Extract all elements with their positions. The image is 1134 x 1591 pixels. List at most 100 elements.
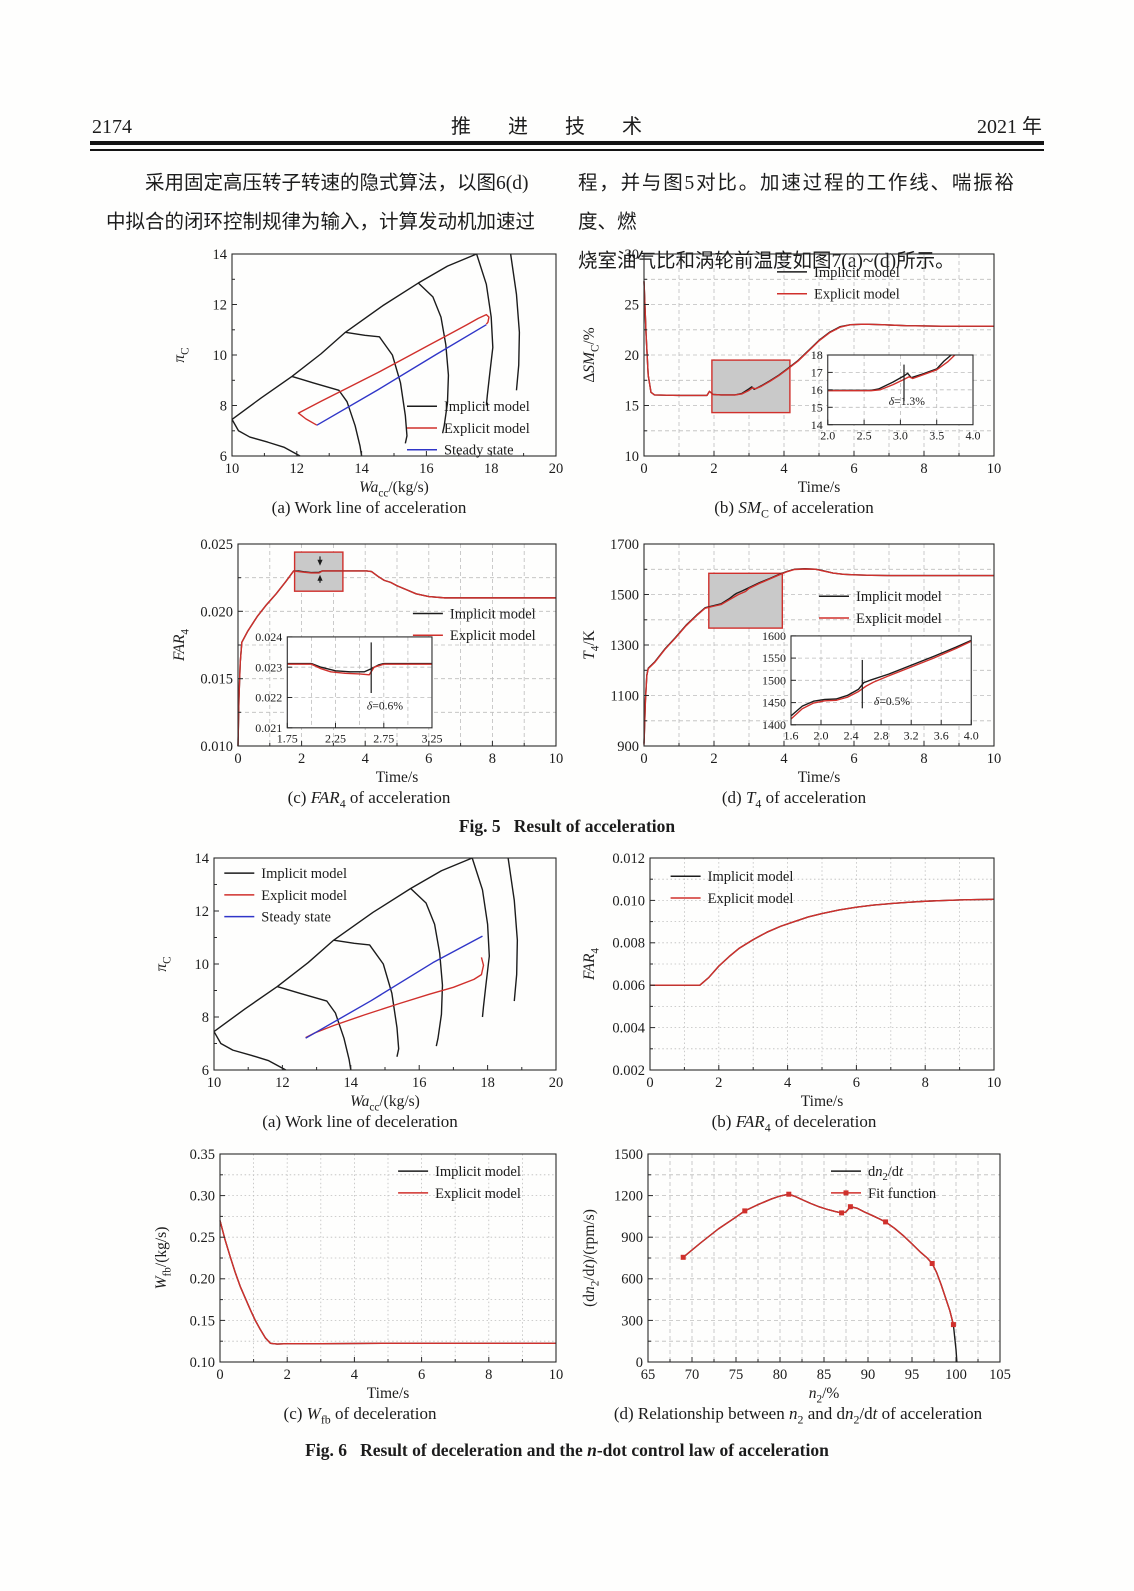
svg-text:6: 6	[220, 449, 227, 465]
svg-text:8: 8	[922, 1075, 929, 1091]
svg-text:0.010: 0.010	[200, 739, 233, 755]
svg-text:85: 85	[817, 1367, 832, 1383]
svg-text:3.0: 3.0	[893, 428, 908, 442]
svg-text:8: 8	[920, 461, 927, 477]
svg-text:Implicit model: Implicit model	[435, 1164, 521, 1180]
svg-text:0.002: 0.002	[612, 1063, 645, 1079]
svg-text:Explicit model: Explicit model	[708, 891, 794, 907]
svg-text:900: 900	[617, 739, 639, 755]
body-column-left: 采用固定高压转子转速的隐式算法，以图6(d) 中拟合的闭环控制规律为输入，计算发…	[106, 164, 536, 242]
body-text-line: 中拟合的闭环控制规律为输入，计算发动机加速过	[106, 212, 536, 233]
svg-text:0: 0	[646, 1075, 653, 1091]
body-text-line: 烧室油气比和涡轮前温度如图7(a)~(d)所示。	[578, 251, 955, 272]
figure6-caption: Fig. 6 Result of deceleration and the n-…	[305, 1440, 829, 1460]
body-column-right: 程，并与图5对比。加速过程的工作线、喘振裕度、燃 烧室油气比和涡轮前温度如图7(…	[578, 164, 1014, 281]
svg-text:1450: 1450	[762, 696, 786, 710]
svg-text:Explicit model: Explicit model	[435, 1186, 521, 1202]
svg-text:25: 25	[625, 297, 640, 313]
svg-text:n2/%: n2/%	[809, 1385, 840, 1405]
svg-text:0.023: 0.023	[255, 660, 282, 674]
svg-text:300: 300	[621, 1313, 643, 1329]
svg-text:Implicit model: Implicit model	[450, 606, 536, 622]
svg-text:75: 75	[729, 1367, 744, 1383]
svg-text:0.022: 0.022	[255, 691, 282, 705]
svg-text:0: 0	[234, 751, 241, 767]
svg-text:Time/s: Time/s	[367, 1385, 410, 1402]
svg-text:0.30: 0.30	[190, 1189, 215, 1205]
chart-caption-fig5c: (c) FAR4 of acceleration	[287, 788, 451, 811]
svg-text:dn2/dt: dn2/dt	[868, 1164, 904, 1183]
svg-text:0.021: 0.021	[255, 721, 282, 735]
svg-text:8: 8	[202, 1010, 209, 1026]
svg-text:8: 8	[920, 751, 927, 767]
svg-text:2.0: 2.0	[820, 428, 835, 442]
svg-text:Time/s: Time/s	[801, 1093, 844, 1110]
svg-text:4: 4	[784, 1075, 792, 1091]
svg-text:16: 16	[811, 383, 823, 397]
svg-text:14: 14	[354, 461, 369, 477]
chart-caption-fig5a: (a) Work line of acceleration	[271, 498, 467, 517]
svg-text:14: 14	[195, 851, 210, 867]
svg-text:12: 12	[275, 1075, 290, 1091]
svg-text:16: 16	[412, 1075, 427, 1091]
svg-text:18: 18	[484, 461, 499, 477]
svg-text:4: 4	[362, 751, 370, 767]
svg-text:2.0: 2.0	[814, 728, 829, 742]
svg-text:2: 2	[298, 751, 305, 767]
svg-text:95: 95	[905, 1367, 920, 1383]
chart-fig5a: 10 12 14 16 18 20 6 8 10 12 14 Implicit model Explic…	[171, 247, 564, 499]
figure5-caption: Fig. 5 Result of acceleration	[458, 816, 676, 836]
svg-text:600: 600	[621, 1272, 643, 1288]
svg-text:14: 14	[344, 1075, 359, 1091]
svg-text:(dn2/dt)/(rpm/s): (dn2/dt)/(rpm/s)	[581, 1209, 601, 1307]
svg-text:16: 16	[419, 461, 434, 477]
svg-text:6: 6	[850, 751, 857, 767]
svg-text:6: 6	[850, 461, 857, 477]
svg-text:10: 10	[549, 1367, 564, 1383]
svg-text:Implicit model: Implicit model	[856, 589, 942, 605]
svg-text:1550: 1550	[762, 651, 786, 665]
svg-text:0.024: 0.024	[255, 630, 282, 644]
svg-text:10: 10	[213, 348, 228, 364]
svg-text:Steady state: Steady state	[444, 443, 514, 459]
svg-text:Steady state: Steady state	[261, 910, 331, 926]
svg-text:6: 6	[425, 751, 432, 767]
svg-text:0.025: 0.025	[200, 537, 233, 553]
svg-text:2.25: 2.25	[325, 731, 346, 745]
svg-text:T4/K: T4/K	[581, 629, 601, 660]
chart-caption-fig6c: (c) Wfb of deceleration	[283, 1404, 437, 1427]
page-number: 2174	[92, 116, 132, 138]
svg-text:10: 10	[987, 461, 1002, 477]
svg-text:8: 8	[220, 398, 227, 414]
svg-text:1500: 1500	[762, 673, 786, 687]
svg-text:0.15: 0.15	[190, 1313, 215, 1329]
chart-fig6a: 10 12 14 16 18 20 6 8 10 12 14 Implicit model Explic…	[153, 851, 563, 1113]
svg-text:3.2: 3.2	[904, 728, 919, 742]
svg-text:3.5: 3.5	[929, 428, 944, 442]
svg-text:8: 8	[489, 751, 496, 767]
svg-text:Time/s: Time/s	[376, 769, 419, 786]
chart-fig5b: 0 2 4 6 8 10 10 15 20 25 30 Implicit model Explicit …	[581, 247, 1002, 496]
svg-text:Explicit model: Explicit model	[450, 628, 536, 644]
svg-text:Implicit model: Implicit model	[708, 869, 794, 885]
svg-text:15: 15	[625, 398, 640, 414]
svg-text:Explicit model: Explicit model	[444, 421, 530, 437]
svg-text:10: 10	[195, 957, 210, 973]
svg-text:2.75: 2.75	[373, 731, 394, 745]
svg-text:10: 10	[225, 461, 240, 477]
svg-text:0: 0	[640, 461, 647, 477]
chart-caption-fig6b: (b) FAR4 of deceleration	[711, 1112, 877, 1135]
svg-text:Time/s: Time/s	[798, 769, 841, 786]
svg-text:8: 8	[485, 1367, 492, 1383]
svg-text:0.006: 0.006	[612, 978, 645, 994]
svg-text:3.6: 3.6	[934, 728, 949, 742]
svg-text:πC: πC	[171, 347, 191, 362]
svg-text:105: 105	[989, 1367, 1011, 1383]
svg-text:1500: 1500	[610, 587, 639, 603]
svg-text:0.10: 0.10	[190, 1355, 215, 1371]
svg-text:1300: 1300	[610, 638, 639, 654]
chart-caption-fig6d: (d) Relationship between n2 and dn2/dt o…	[613, 1404, 983, 1427]
svg-text:20: 20	[549, 461, 564, 477]
svg-text:65: 65	[641, 1367, 656, 1383]
